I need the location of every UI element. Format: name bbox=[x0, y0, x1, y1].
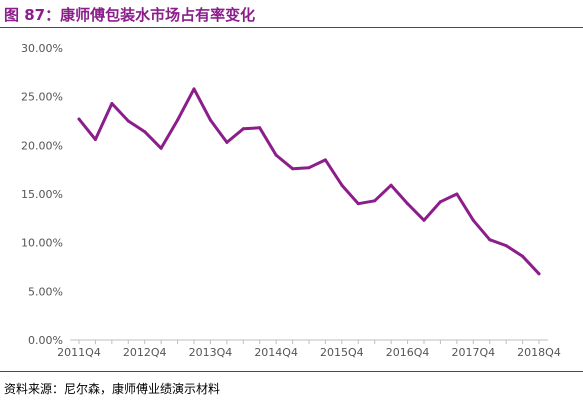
data-point bbox=[192, 87, 196, 91]
title-divider bbox=[0, 27, 583, 28]
data-point bbox=[126, 119, 130, 123]
data-point bbox=[159, 146, 163, 150]
y-tick-label: 20.00% bbox=[21, 139, 63, 152]
data-point bbox=[258, 126, 262, 130]
y-tick-label: 25.00% bbox=[21, 91, 63, 104]
data-point bbox=[373, 199, 377, 203]
data-point bbox=[340, 183, 344, 187]
y-tick-label: 10.00% bbox=[21, 237, 63, 250]
source-note: 资料来源：尼尔森，康师傅业绩演示材料 bbox=[4, 382, 221, 396]
data-point bbox=[504, 244, 508, 248]
x-tick-label: 2011Q4 bbox=[57, 346, 101, 359]
data-point bbox=[93, 138, 97, 141]
data-point bbox=[110, 102, 114, 105]
y-tick-label: 30.00% bbox=[21, 42, 63, 55]
data-point bbox=[537, 272, 541, 276]
data-point bbox=[406, 202, 410, 206]
x-tick-label: 2017Q4 bbox=[451, 346, 495, 359]
data-point bbox=[422, 218, 426, 222]
market-share-line-chart: 0.00% 5.00% 10.00% 15.00% 20.00% 25.00% 30.00%… bbox=[21, 42, 561, 359]
data-point bbox=[291, 167, 295, 171]
data-point bbox=[323, 158, 327, 162]
x-tick-label: 2012Q4 bbox=[123, 346, 167, 359]
data-point bbox=[176, 118, 180, 122]
y-tick-label: 0.00% bbox=[28, 334, 63, 347]
source-divider bbox=[0, 371, 583, 372]
x-tick-label: 2018Q4 bbox=[517, 346, 561, 359]
data-point bbox=[488, 238, 492, 242]
y-tick-label: 5.00% bbox=[28, 285, 63, 298]
data-point bbox=[241, 127, 245, 131]
data-point bbox=[389, 183, 393, 187]
data-point bbox=[356, 202, 360, 206]
data-point bbox=[455, 192, 459, 196]
data-point bbox=[274, 153, 278, 157]
x-axis: 2011Q4 2012Q4 2013Q4 2014Q4 2015Q4 2016Q4 2017… bbox=[57, 339, 561, 359]
figure-title: 图 87：康师傅包装水市场占有率变化 bbox=[4, 6, 256, 24]
data-point bbox=[208, 118, 212, 122]
y-tick-label: 15.00% bbox=[21, 188, 63, 201]
series-line bbox=[77, 87, 541, 276]
y-axis: 0.00% 5.00% 10.00% 15.00% 20.00% 25.00% 30.00% bbox=[21, 42, 63, 347]
data-point bbox=[143, 130, 147, 134]
x-tick-label: 2014Q4 bbox=[254, 346, 298, 359]
x-tick-label: 2013Q4 bbox=[189, 346, 233, 359]
data-point bbox=[225, 140, 229, 144]
x-tick-label: 2015Q4 bbox=[320, 346, 364, 359]
data-point bbox=[521, 254, 525, 258]
data-point bbox=[438, 200, 442, 204]
data-point bbox=[471, 218, 475, 222]
x-tick-label: 2016Q4 bbox=[386, 346, 430, 359]
data-point bbox=[77, 117, 81, 121]
data-point bbox=[307, 166, 311, 170]
series-layer bbox=[77, 87, 541, 276]
